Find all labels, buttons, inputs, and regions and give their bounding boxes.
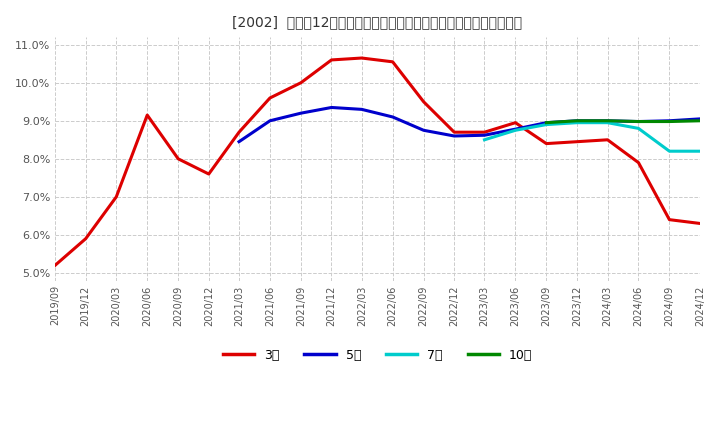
Title: [2002]  売上高12か月移動合計の対前年同期増減率の標準偏差の推移: [2002] 売上高12か月移動合計の対前年同期増減率の標準偏差の推移 <box>233 15 523 29</box>
Legend: 3年, 5年, 7年, 10年: 3年, 5年, 7年, 10年 <box>217 344 537 367</box>
